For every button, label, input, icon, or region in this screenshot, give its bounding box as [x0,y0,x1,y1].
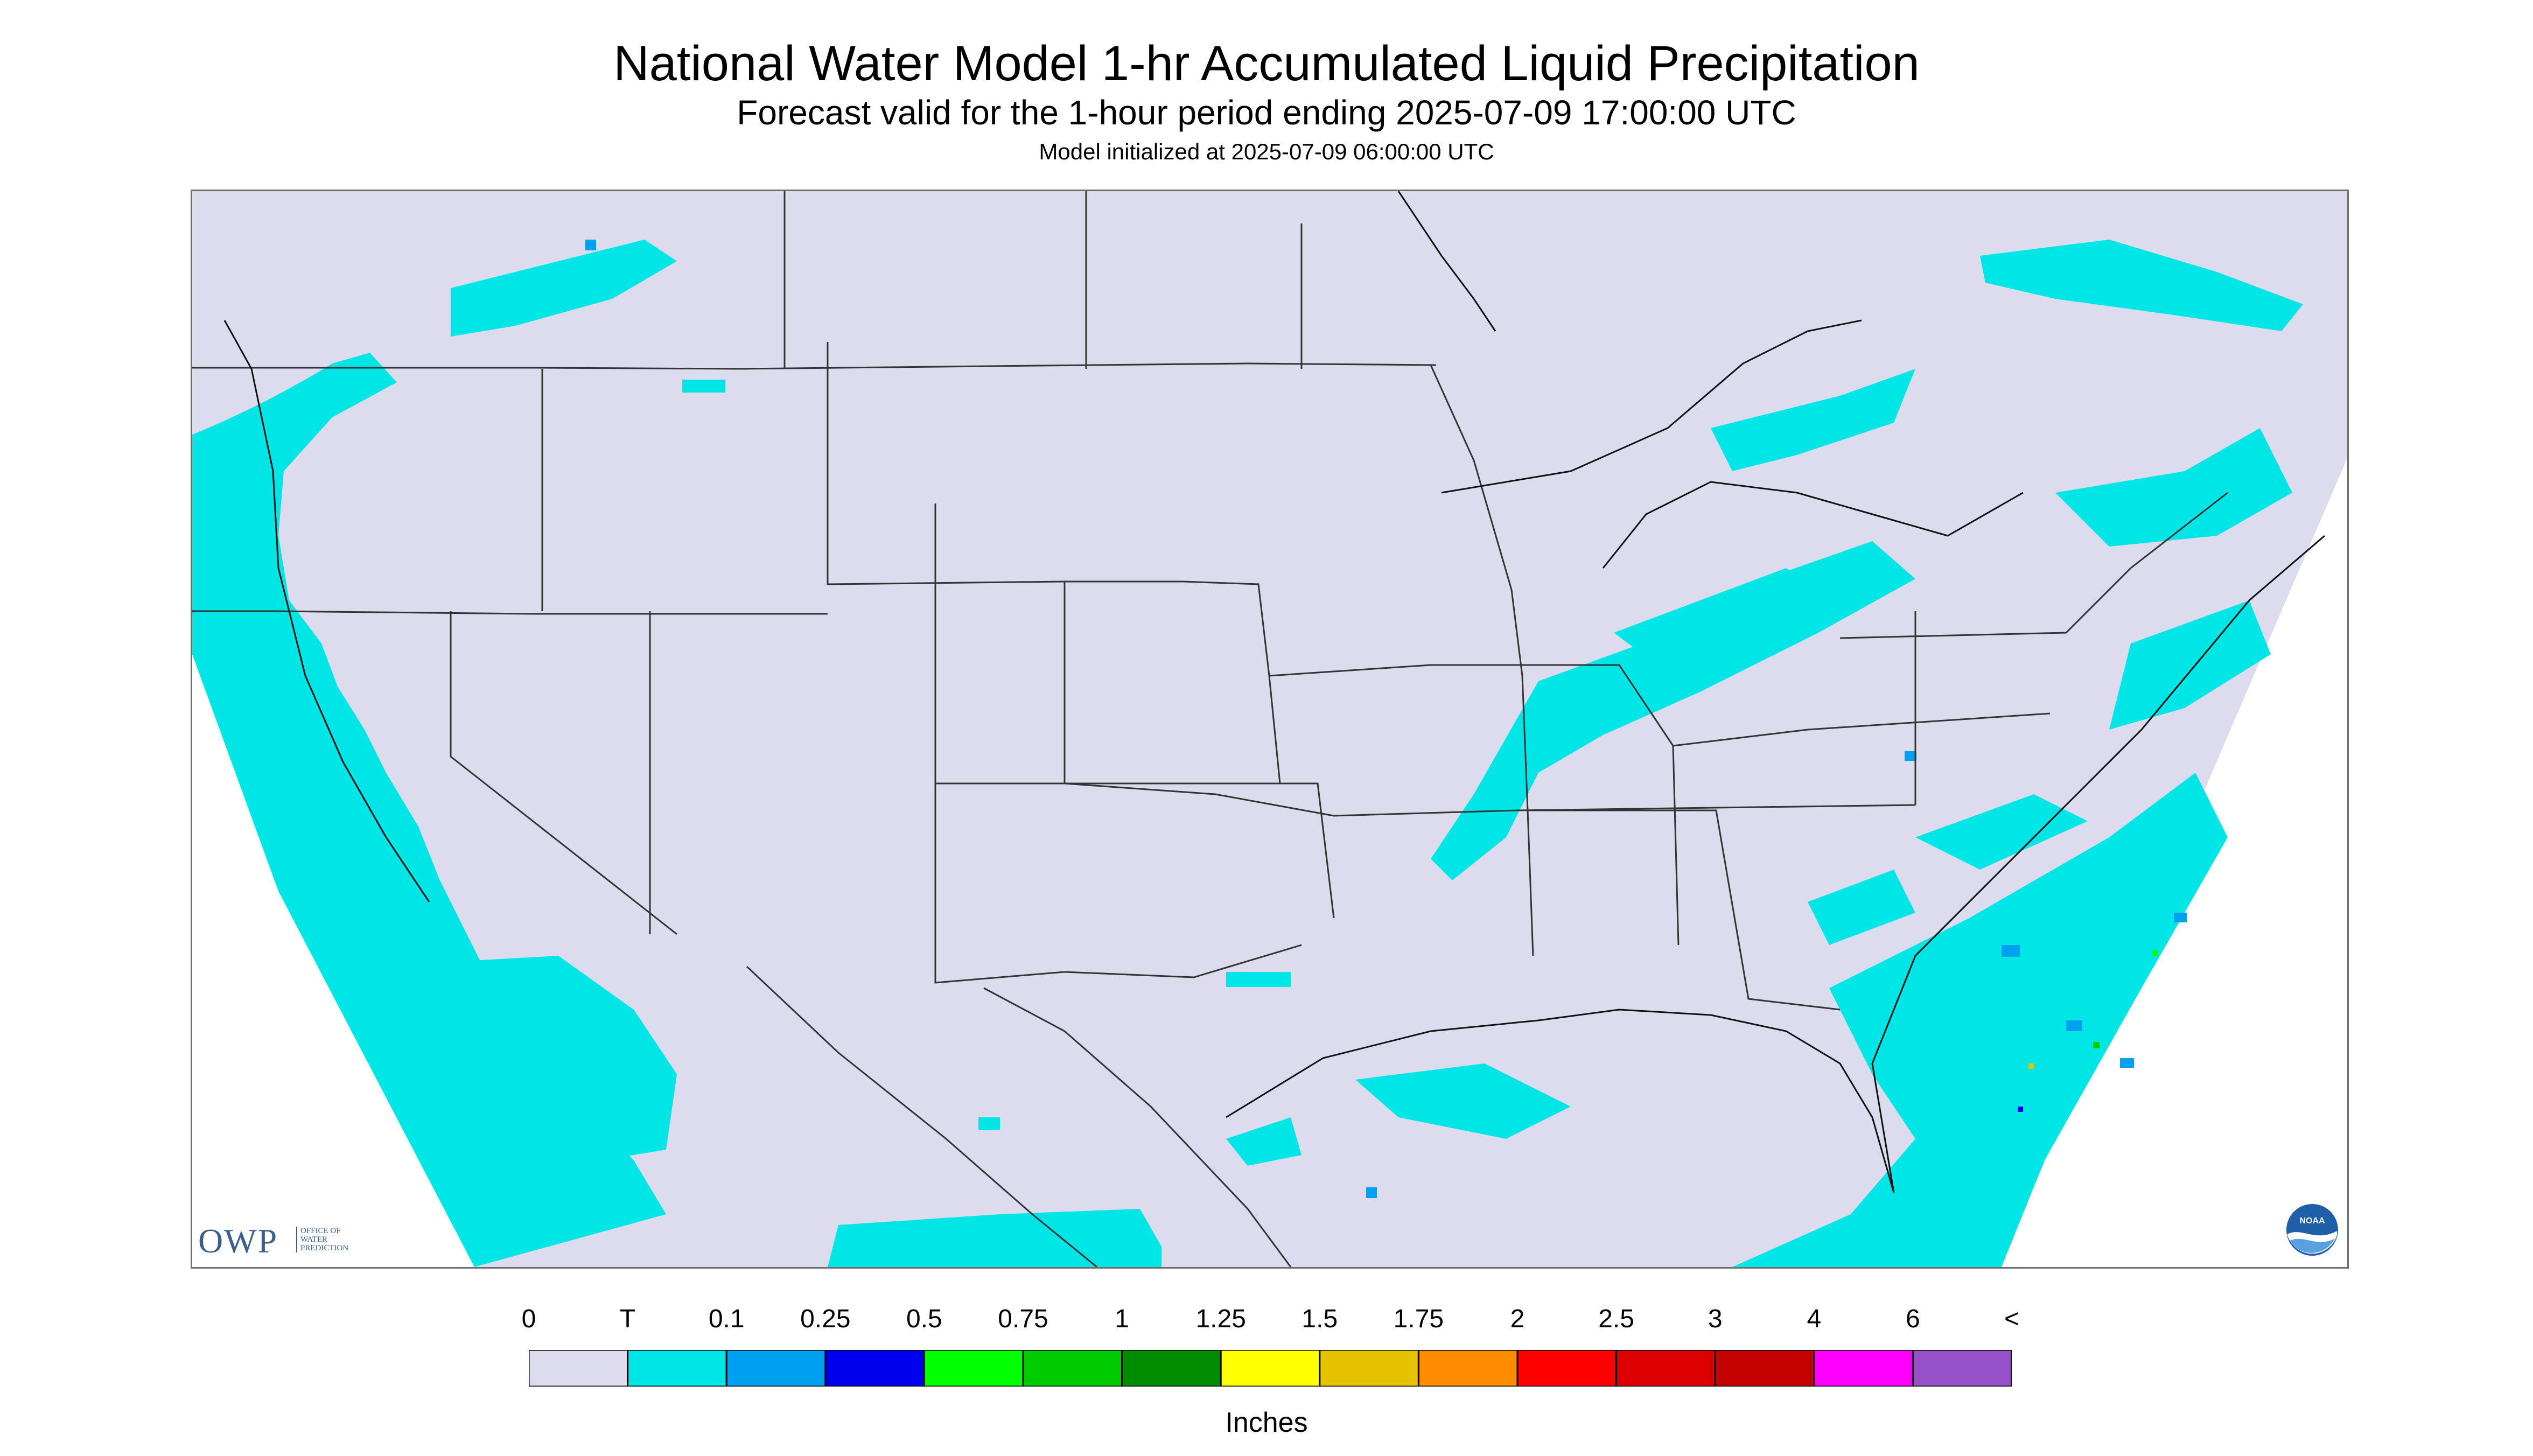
precip-heavier-cells [585,240,2187,1198]
legend-colorbar [529,1350,2012,1387]
map-title: National Water Model 1-hr Accumulated Li… [613,36,1920,91]
owp-logo-line-1: OFFICE OF [300,1227,341,1235]
legend-tick-label: 1.25 [1195,1305,1246,1333]
legend-tick-label: 0.5 [906,1305,942,1333]
noaa-logo: NOAA [2286,1204,2338,1256]
legend-tick-label: 0 [521,1305,536,1333]
precip-heavy-cells [2018,950,2158,1112]
precipitation-map [191,190,2349,1269]
precip-trace-areas [192,240,2303,1267]
noaa-logo-text: NOAA [2299,1216,2325,1226]
legend-swatch [1022,1350,1123,1387]
legend-swatch [529,1350,629,1387]
legend-swatch [1417,1350,1519,1387]
owp-logo-text: OFFICE OF WATER PREDICTION [296,1227,365,1252]
legend-tick-label: 1.5 [1302,1305,1338,1333]
legend-tick-label: < [2004,1305,2020,1333]
legend-tick-label: T [619,1305,636,1333]
legend-tick-label: 2 [1510,1305,1525,1333]
legend-swatch [1319,1350,1419,1387]
legend-swatch [1516,1350,1618,1387]
legend-tick-label: 3 [1708,1305,1723,1333]
legend-tick-label: 0.75 [998,1305,1048,1333]
legend-tick-label: 0.1 [708,1305,745,1333]
map-canvas [192,191,2347,1267]
owp-logo-line-2: WATER [300,1235,327,1244]
legend-tick-label: 1.75 [1393,1305,1444,1333]
legend-swatch [824,1350,925,1387]
legend-swatch [725,1350,827,1387]
legend-tick-label: 6 [1906,1305,1920,1333]
coastlines [223,191,2325,1193]
legend-tick-label: 4 [1807,1305,1822,1333]
boundaries [192,191,2228,1267]
legend-swatch [1121,1350,1222,1387]
legend-swatch [1813,1350,1914,1387]
legend-tick-label: 1 [1115,1305,1129,1333]
owp-logo-line-3: PREDICTION [300,1244,349,1252]
legend-swatch [1714,1350,1815,1387]
legend-swatch [1615,1350,1716,1387]
owp-logo-mark: OWP [198,1222,278,1260]
model-init-line: Model initialized at 2025-07-09 06:00:00… [1039,139,1494,164]
legend-tick-label: 0.25 [800,1305,851,1333]
legend-units: Inches [1225,1407,1308,1438]
map-subtitle: Forecast valid for the 1-hour period end… [737,93,1796,132]
legend-tick-label: 2.5 [1598,1305,1634,1333]
legend-swatch [1220,1350,1321,1387]
legend-swatch [627,1350,727,1387]
legend-swatch [923,1350,1024,1387]
legend-swatch [1912,1350,2012,1387]
